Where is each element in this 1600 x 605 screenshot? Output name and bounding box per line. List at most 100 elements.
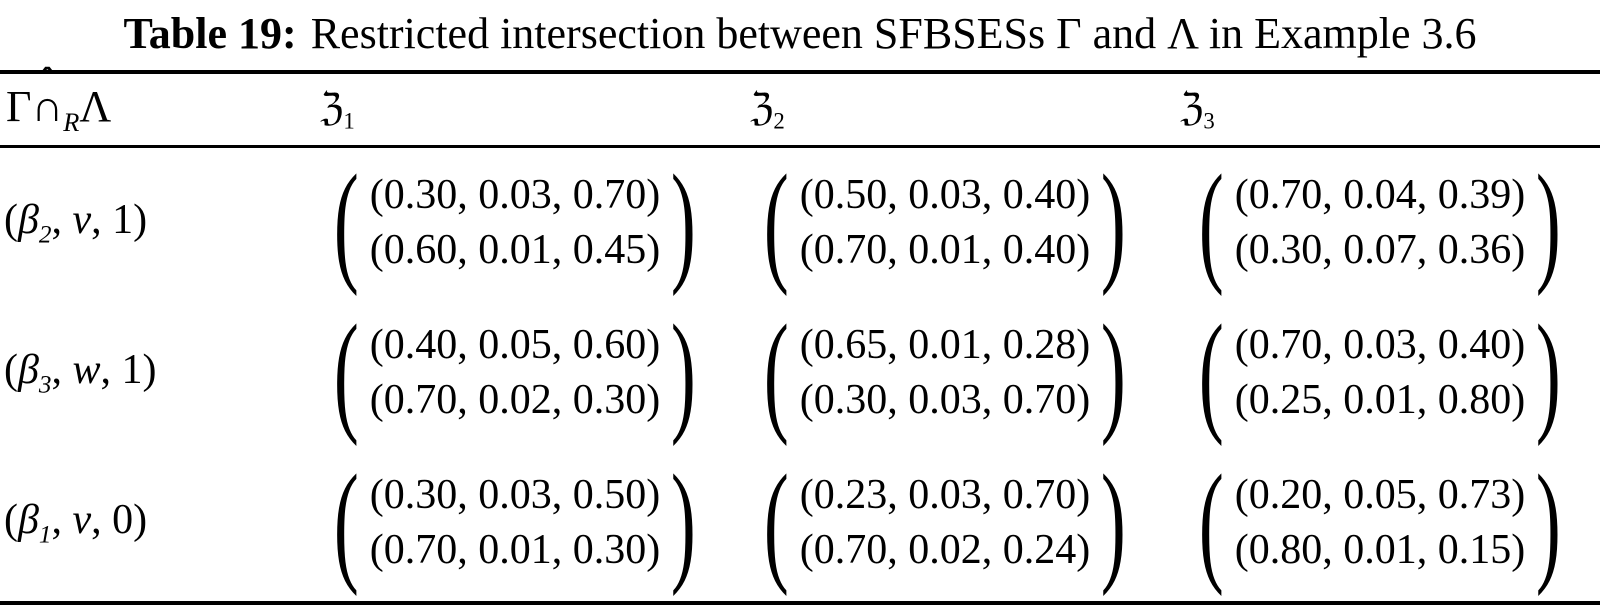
matrix-value-bottom: (0.70, 0.02, 0.30) <box>369 377 661 423</box>
matrix-values: (0.40, 0.05, 0.60) (0.70, 0.02, 0.30) <box>370 318 660 428</box>
beta-symbol: β <box>18 497 39 544</box>
matrix-open-paren: ( <box>1198 447 1224 598</box>
table: Γ ˆ ∩RΛ ℨ1 ℨ2 ℨ3 (β2, v, 1) ( (0.30, 0.03,… <box>0 60 1600 605</box>
matrix-values: (0.70, 0.04, 0.39) (0.30, 0.07, 0.36) <box>1235 168 1525 278</box>
matrix-value-bottom: (0.70, 0.01, 0.30) <box>369 527 661 573</box>
matrix-open-paren: ( <box>763 297 789 448</box>
matrix-cell: ( (0.65, 0.01, 0.28) (0.30, 0.03, 0.70) … <box>730 305 1160 440</box>
matrix-close-paren: ) <box>1101 297 1127 448</box>
matrix-cell: ( (0.70, 0.04, 0.39) (0.30, 0.07, 0.36) … <box>1160 155 1600 290</box>
matrix-close-paren: ) <box>1536 147 1562 298</box>
table-row: (β2, v, 1) ( (0.30, 0.03, 0.70) (0.60, 0… <box>0 148 1600 298</box>
fraktur-z-symbol: ℨ <box>1180 84 1204 129</box>
matrix-cell: ( (0.40, 0.05, 0.60) (0.70, 0.02, 0.30) … <box>300 305 730 440</box>
row-label-beta1-v-0: (β1, v, 0) <box>0 496 300 549</box>
matrix-value-bottom: (0.70, 0.01, 0.40) <box>799 227 1091 273</box>
matrix-close-paren: ) <box>1101 447 1127 598</box>
row-label-beta2-v-1: (β2, v, 1) <box>0 196 300 249</box>
matrix-open-paren: ( <box>333 297 359 448</box>
matrix-value-top: (0.30, 0.03, 0.70) <box>369 172 661 218</box>
matrix-value-bottom: (0.80, 0.01, 0.15) <box>1234 527 1526 573</box>
matrix-values: (0.70, 0.03, 0.40) (0.25, 0.01, 0.80) <box>1235 318 1525 428</box>
row-label-beta3-w-1: (β3, w, 1) <box>0 346 300 399</box>
lambda-symbol: Λ <box>79 82 112 132</box>
matrix-close-paren: ) <box>671 297 697 448</box>
matrix-close-paren: ) <box>1536 297 1562 448</box>
matrix-value-top: (0.23, 0.03, 0.70) <box>799 472 1091 518</box>
matrix-value-bottom: (0.30, 0.07, 0.36) <box>1234 227 1526 273</box>
table-caption-label: Table 19: <box>123 9 297 58</box>
parameter-variable: w <box>72 347 101 394</box>
matrix-open-paren: ( <box>763 447 789 598</box>
matrix-value-top: (0.40, 0.05, 0.60) <box>369 322 661 368</box>
matrix-value-top: (0.70, 0.03, 0.40) <box>1234 322 1526 368</box>
label-tail: , 1) <box>100 347 157 394</box>
label-tail: , 1) <box>91 197 148 244</box>
matrix-close-paren: ) <box>1536 447 1562 598</box>
matrix-cell: ( (0.20, 0.05, 0.73) (0.80, 0.01, 0.15) … <box>1160 455 1600 590</box>
fraktur-z-symbol: ℨ <box>320 84 344 129</box>
table-header-row: Γ ˆ ∩RΛ ℨ1 ℨ2 ℨ3 <box>0 60 1600 148</box>
parameter-variable: v <box>72 197 92 244</box>
beta-symbol: β <box>18 197 39 244</box>
matrix-values: (0.20, 0.05, 0.73) (0.80, 0.01, 0.15) <box>1235 468 1525 578</box>
label-tail: , 0) <box>91 497 148 544</box>
matrix-value-bottom: (0.70, 0.02, 0.24) <box>799 527 1091 573</box>
label-separator: , <box>51 347 73 394</box>
matrix-value-top: (0.30, 0.03, 0.50) <box>369 472 661 518</box>
z1-subscript: 1 <box>343 108 355 134</box>
matrix-close-paren: ) <box>671 447 697 598</box>
matrix-value-bottom: (0.25, 0.01, 0.80) <box>1234 377 1526 423</box>
matrix-values: (0.50, 0.03, 0.40) (0.70, 0.01, 0.40) <box>800 168 1090 278</box>
matrix-values: (0.30, 0.03, 0.50) (0.70, 0.01, 0.30) <box>370 468 660 578</box>
matrix-value-bottom: (0.30, 0.03, 0.70) <box>799 377 1091 423</box>
matrix-cell: ( (0.70, 0.03, 0.40) (0.25, 0.01, 0.80) … <box>1160 305 1600 440</box>
matrix-value-top: (0.50, 0.03, 0.40) <box>799 172 1091 218</box>
matrix-value-top: (0.65, 0.01, 0.28) <box>799 322 1091 368</box>
matrix-cell: ( (0.30, 0.03, 0.70) (0.60, 0.01, 0.45) … <box>300 155 730 290</box>
intersection-hat-symbol: ˆ ∩ <box>31 60 64 132</box>
gamma-symbol: Γ <box>6 82 32 132</box>
intersection-symbol: ∩ <box>31 82 64 132</box>
header-col-z3: ℨ3 <box>1160 85 1600 135</box>
matrix-values: (0.30, 0.03, 0.70) (0.60, 0.01, 0.45) <box>370 168 660 278</box>
matrix-cell: ( (0.23, 0.03, 0.70) (0.70, 0.02, 0.24) … <box>730 455 1160 590</box>
matrix-close-paren: ) <box>671 147 697 298</box>
matrix-value-bottom: (0.60, 0.01, 0.45) <box>369 227 661 273</box>
label-open-paren: ( <box>4 497 18 544</box>
matrix-values: (0.23, 0.03, 0.70) (0.70, 0.02, 0.24) <box>800 468 1090 578</box>
table-caption-text: Restricted intersection between SFBSESs … <box>310 9 1477 58</box>
matrix-open-paren: ( <box>333 147 359 298</box>
matrix-cell: ( (0.30, 0.03, 0.50) (0.70, 0.01, 0.30) … <box>300 455 730 590</box>
header-operation-symbol: Γ ˆ ∩RΛ <box>0 60 300 138</box>
beta-subscript: 2 <box>38 221 52 249</box>
header-col-z1: ℨ1 <box>300 85 730 135</box>
beta-symbol: β <box>18 347 39 394</box>
matrix-value-top: (0.20, 0.05, 0.73) <box>1234 472 1526 518</box>
table-row: (β1, v, 0) ( (0.30, 0.03, 0.50) (0.70, 0… <box>0 448 1600 598</box>
header-col-z2: ℨ2 <box>730 85 1160 135</box>
label-open-paren: ( <box>4 347 18 394</box>
beta-subscript: 3 <box>38 371 52 399</box>
label-separator: , <box>51 197 73 244</box>
table-caption: Table 19: Restricted intersection between… <box>0 0 1600 70</box>
table-row: (β3, w, 1) ( (0.40, 0.05, 0.60) (0.70, 0… <box>0 298 1600 448</box>
matrix-values: (0.65, 0.01, 0.28) (0.30, 0.03, 0.70) <box>800 318 1090 428</box>
beta-subscript: 1 <box>38 521 52 549</box>
matrix-open-paren: ( <box>763 147 789 298</box>
fraktur-z-symbol: ℨ <box>750 84 774 129</box>
matrix-open-paren: ( <box>333 447 359 598</box>
matrix-value-top: (0.70, 0.04, 0.39) <box>1234 172 1526 218</box>
parameter-variable: v <box>72 497 92 544</box>
matrix-close-paren: ) <box>1101 147 1127 298</box>
z3-subscript: 3 <box>1203 108 1215 134</box>
matrix-open-paren: ( <box>1198 297 1224 448</box>
label-open-paren: ( <box>4 197 18 244</box>
z2-subscript: 2 <box>773 108 785 134</box>
matrix-cell: ( (0.50, 0.03, 0.40) (0.70, 0.01, 0.40) … <box>730 155 1160 290</box>
restricted-subscript: R <box>63 106 80 137</box>
hat-accent: ˆ <box>40 60 55 107</box>
matrix-open-paren: ( <box>1198 147 1224 298</box>
label-separator: , <box>51 497 73 544</box>
